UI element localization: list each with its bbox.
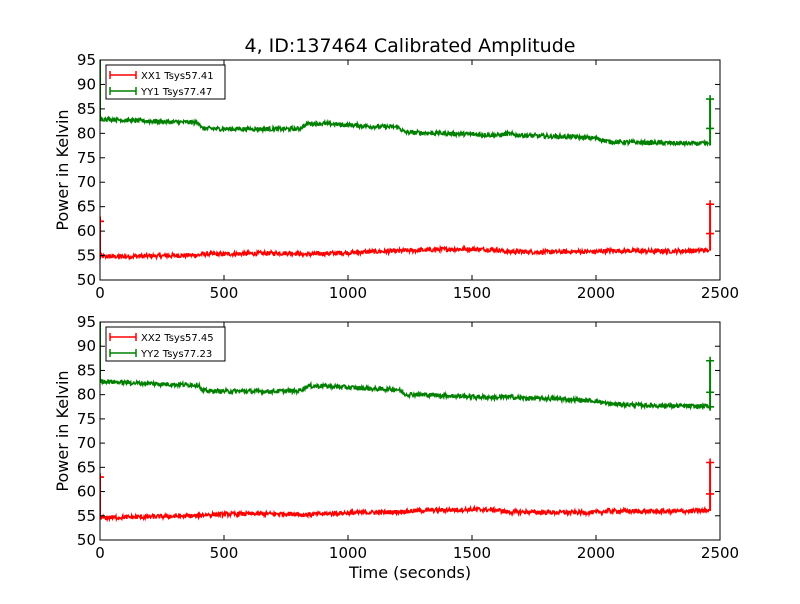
series-xx1-line	[100, 244, 710, 261]
legend-box	[105, 326, 226, 362]
x-tick-label: 0	[95, 544, 105, 562]
legend-marker	[109, 71, 137, 79]
x-tick-label: 500	[210, 544, 239, 562]
legend-label: YY1 Tsys77.47	[140, 87, 212, 98]
series-xx1-marker	[706, 229, 715, 238]
legend-label: YY2 Tsys77.23	[140, 349, 212, 360]
y-tick-label: 55	[77, 247, 96, 265]
x-tick-label: 2500	[701, 544, 739, 562]
series-yy2-line	[100, 378, 710, 411]
x-tick-label: 2000	[577, 544, 615, 562]
y-tick-label: 50	[77, 531, 96, 549]
plot-area	[100, 60, 715, 261]
series-xx1-marker	[706, 200, 715, 209]
plot-area	[100, 322, 715, 523]
x-tick-label: 1500	[453, 544, 491, 562]
y-tick-label: 55	[77, 507, 96, 525]
y-tick-label: 65	[77, 198, 96, 216]
legend-box	[105, 64, 226, 100]
y-tick-label: 75	[77, 149, 96, 167]
series-yy2-marker	[706, 402, 715, 411]
y-tick-label: 60	[77, 483, 96, 501]
legend-marker	[109, 333, 137, 341]
y-tick-label: 80	[77, 386, 96, 404]
y-tick-label: 80	[77, 124, 96, 142]
y-tick-label: 95	[77, 51, 96, 69]
y-tick-label: 95	[77, 313, 96, 331]
y-tick-label: 60	[77, 222, 96, 240]
legend-marker	[109, 349, 137, 357]
series-yy1-marker	[706, 95, 715, 104]
axes-frame	[99, 321, 721, 541]
y-tick-label: 70	[77, 434, 96, 452]
y-tick-label: 50	[77, 271, 96, 289]
x-tick-label: 1000	[329, 544, 367, 562]
legend: XX2 Tsys57.45 YY2 Tsys77.23	[105, 326, 226, 362]
y-tick-label: 90	[77, 75, 96, 93]
legend-label: XX2 Tsys57.45	[141, 333, 214, 344]
legend-marker	[109, 87, 137, 95]
x-tick-label: 2500	[701, 284, 739, 302]
chart-title: 4, ID:137464 Calibrated Amplitude	[245, 35, 576, 57]
series-yy2-marker	[706, 356, 715, 365]
series-xx2-marker	[706, 458, 715, 467]
x-tick-label: 0	[95, 284, 105, 302]
chart-panel-2: 0 500 1000 1500 2000 2500 50 55 60 65 70 75 80 85 90 95…	[53, 313, 739, 582]
y-tick-label: 90	[77, 337, 96, 355]
series-yy1-line	[100, 115, 710, 148]
series-xx2-line	[100, 504, 710, 523]
x-tick-label: 1500	[453, 284, 491, 302]
y-axis-label: Power in Kelvin	[53, 109, 72, 230]
series-yy1-marker	[706, 124, 715, 133]
y-tick-label: 65	[77, 458, 96, 476]
chart-panel-1: 0 500 1000 1500 2000 2500 50 55 60 65 70 75 80 85 90 95…	[53, 35, 739, 302]
legend-label: XX1 Tsys57.41	[141, 71, 214, 82]
y-tick-label: 70	[77, 173, 96, 191]
y-tick-label: 75	[77, 410, 96, 428]
x-axis-label: Time (seconds)	[348, 563, 471, 582]
legend: XX1 Tsys57.41 YY1 Tsys77.47	[105, 64, 226, 100]
series-xx2-marker	[100, 473, 104, 482]
x-tick-label: 1000	[329, 284, 367, 302]
series-xx2-marker	[706, 489, 715, 498]
series-xx1-marker	[100, 217, 104, 226]
axes-frame	[99, 59, 721, 281]
series-yy2-marker	[706, 388, 715, 397]
x-tick-label: 500	[210, 284, 239, 302]
x-tick-label: 2000	[577, 284, 615, 302]
y-axis-label: Power in Kelvin	[53, 370, 72, 491]
y-tick-label: 85	[77, 361, 96, 379]
y-tick-label: 85	[77, 100, 96, 118]
